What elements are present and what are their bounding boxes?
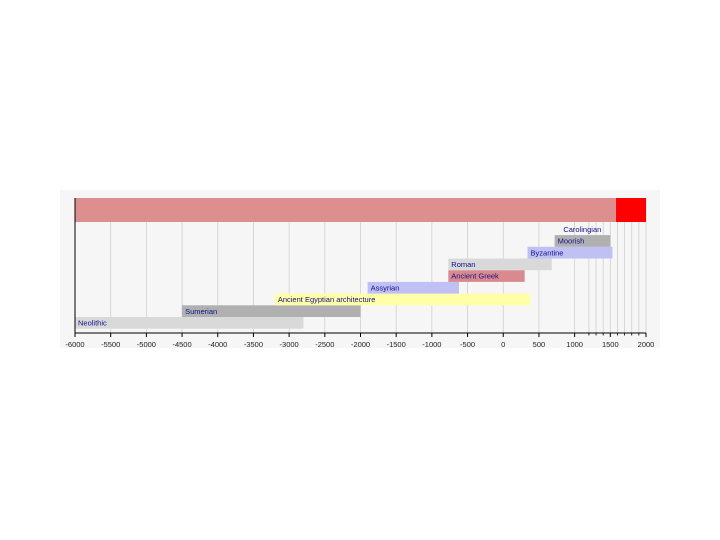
bar-label-ancient-greek: Ancient Greek [451,272,499,281]
x-tick-label: 1000 [566,340,583,349]
x-tick-label: -4500 [172,340,191,349]
bar-label-neolithic: Neolithic [78,319,107,328]
overview-band-bar [75,198,646,222]
x-tick-label: -6000 [65,340,84,349]
bar-ancient-greek [448,270,525,282]
x-tick-label: -3000 [280,340,299,349]
x-tick-label: -1500 [387,340,406,349]
bar-label-sumerian: Sumerian [185,307,217,316]
bar-label-ancient-egyptian-architecture: Ancient Egyptian architecture [278,295,376,304]
x-tick-label: -3500 [244,340,263,349]
bar-neolithic [75,317,304,329]
period-bars [75,235,613,329]
overview-band-highlight [616,198,646,222]
x-tick-label: -500 [460,340,475,349]
bar-label-byzantine: Byzantine [531,248,564,257]
x-axis-ticks: -6000 -5500 -5000 -4500 -4000 -3500 -3000 -2500… [65,333,654,349]
bar-byzantine [527,246,613,259]
period-labels: Neolithic Sumerian Ancient Egyptian archit… [78,225,601,328]
bar-moorish [554,235,611,247]
bar-label-carolingian: Carolingian [563,225,601,234]
bar-label-roman: Roman [451,260,475,269]
x-tick-label: -4000 [208,340,227,349]
x-tick-label: 500 [533,340,546,349]
x-tick-label: 2000 [638,340,655,349]
x-tick-label: 1500 [602,340,619,349]
bar-ancient-egyptian-architecture [274,293,531,306]
x-tick-label: -5000 [137,340,156,349]
bar-label-assyrian: Assyrian [371,283,400,292]
bar-roman [448,258,552,271]
x-tick-label: -5500 [101,340,120,349]
x-tick-label: -1000 [422,340,441,349]
bar-assyrian [367,281,459,294]
x-tick-label: 0 [501,340,505,349]
overview-band [75,198,646,222]
bar-sumerian [182,305,361,317]
x-tick-label: -2500 [315,340,334,349]
bar-label-moorish: Moorish [558,237,585,246]
x-tick-label: -2000 [351,340,370,349]
